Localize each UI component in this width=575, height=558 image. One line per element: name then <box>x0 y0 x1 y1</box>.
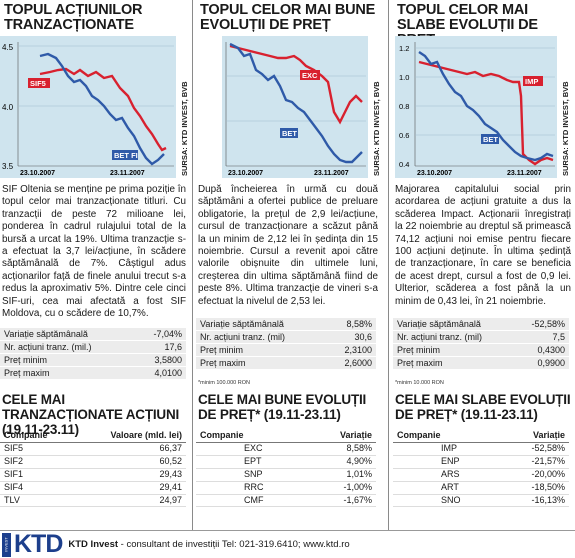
section-title: TOPUL CELOR MAI BUNE EVOLUȚII DE PREȚ <box>200 2 376 33</box>
ranking-table: Companie Valoare (mld. lei) SIF5 66,37 SIF… <box>0 428 186 508</box>
stat-row: Nr. acțiuni tranz. (mil.) 17,6 <box>0 341 186 354</box>
series-line-betfi <box>39 52 165 166</box>
source-label: SURSA: KTD INVEST, BVB <box>561 81 570 176</box>
price-chart: EXC BET 23.10.2007 23.11.2007 <box>222 36 368 178</box>
footnote: *minim 10.000 RON <box>395 380 444 386</box>
table-row: EPT 4,90% <box>196 456 376 469</box>
table-header: Companie Variație <box>196 428 376 443</box>
table-row: SIF1 29,43 <box>0 469 186 482</box>
stat-row: Nr. acțiuni tranz. (mil) 7,5 <box>393 331 569 344</box>
stat-row: Preț minim 3,5800 <box>0 354 186 367</box>
stats-box: Variație săptămânală 8,58% Nr. acțiuni tr… <box>196 318 376 370</box>
section-title: TOPUL ACȚIUNILOR TRANZACȚIONATE <box>4 2 143 33</box>
table-row: CMF -1,67% <box>196 495 376 508</box>
y-tick: 4.5 <box>2 43 14 52</box>
stat-row: Variație săptămânală -7,04% <box>0 328 186 341</box>
series-label-exc: EXC <box>302 71 318 80</box>
x-tick: 23.11.2007 <box>110 170 145 177</box>
series-label-bet: BET <box>282 129 297 138</box>
series-line-imp <box>418 60 554 166</box>
y-tick: 0.4 <box>399 160 409 169</box>
series-line-exc <box>229 44 363 125</box>
table-title: CELE MAI BUNE EVOLUȚII DE PREȚ* (19.11-2… <box>198 392 367 422</box>
stat-row: Preț minim 0,4300 <box>393 344 569 357</box>
stats-box: Variație săptămânală -7,04% Nr. acțiuni t… <box>0 328 186 380</box>
table-row: RRC -1,00% <box>196 482 376 495</box>
series-label-betfi: BET FI <box>114 151 138 160</box>
table-row: SNP 1,01% <box>196 469 376 482</box>
column-divider <box>192 0 193 530</box>
price-chart: 1.2 1.0 0.8 0.6 0.4 IMP BET 23.10.2007 2… <box>395 36 557 178</box>
y-tick: 0.6 <box>399 131 409 140</box>
stat-row: Variație săptămânală 8,58% <box>196 318 376 331</box>
description-text: După încheierea în urmă cu două săptămân… <box>198 184 378 307</box>
series-line-bet <box>229 42 363 164</box>
stat-row: Preț maxim 2,6000 <box>196 357 376 370</box>
footnote: *minim 100.000 RON <box>198 380 250 386</box>
stats-box: Variație săptămânală -52,58% Nr. acțiuni … <box>393 318 569 370</box>
table-row: ART -18,50% <box>393 482 569 495</box>
table-row: IMP -52,58% <box>393 443 569 456</box>
stat-row: Nr. acțiuni tranz. (mil) 30,6 <box>196 331 376 344</box>
y-tick: 0.8 <box>399 102 409 111</box>
table-row: TLV 24,97 <box>0 495 186 508</box>
footer: INVEST KTD KTD Invest - consultant de in… <box>0 530 575 558</box>
description-text: Majorarea capitalului social prin acorda… <box>395 184 571 307</box>
table-row: ENP -21,57% <box>393 456 569 469</box>
series-line-sif5 <box>39 67 167 152</box>
table-row: SIF4 29,41 <box>0 482 186 495</box>
source-label: SURSA: KTD INVEST, BVB <box>372 81 381 176</box>
table-row: SNO -16,13% <box>393 495 569 508</box>
series-line-bet <box>418 51 554 162</box>
column-divider <box>388 0 389 530</box>
ktd-logo: KTD <box>14 530 63 558</box>
stat-row: Preț minim 2,3100 <box>196 344 376 357</box>
price-chart: 4.5 4.0 3.5 SIF5 BET FI 23.10.2007 23.11… <box>0 36 176 178</box>
ranking-table: Companie Variație IMP -52,58% ENP -21,57% A… <box>393 428 569 508</box>
column-most-traded: TOPUL ACȚIUNILOR TRANZACȚIONATE 4.5 4.0 … <box>0 0 190 530</box>
y-tick: 1.0 <box>399 73 409 82</box>
series-label-bet: BET <box>483 135 498 144</box>
table-title: CELE MAI SLABE EVOLUȚII DE PREȚ* (19.11-… <box>395 392 571 422</box>
x-tick: 23.11.2007 <box>314 170 349 177</box>
table-row: EXC 8,58% <box>196 443 376 456</box>
table-row: ARS -20,00% <box>393 469 569 482</box>
y-tick: 4.0 <box>2 103 14 112</box>
column-best-performers: TOPUL CELOR MAI BUNE EVOLUȚII DE PREȚ EX… <box>196 0 382 530</box>
stat-row: Preț maxim 4,0100 <box>0 367 186 380</box>
y-tick: 3.5 <box>2 162 14 171</box>
x-tick: 23.10.2007 <box>228 170 263 177</box>
ranking-table: Companie Variație EXC 8,58% EPT 4,90% SNP 1,… <box>196 428 376 508</box>
x-tick: 23.10.2007 <box>417 170 452 177</box>
table-title: CELE MAI TRANZACȚIONATE ACȚIUNI (19.11-2… <box>2 392 180 437</box>
stat-row: Preț maxim 0,9900 <box>393 357 569 370</box>
section-title: TOPUL CELOR MAI SLABE EVOLUȚII DE PREȚ <box>397 2 538 48</box>
x-tick: 23.10.2007 <box>20 170 55 177</box>
series-label-sif5: SIF5 <box>30 79 46 88</box>
table-row: SIF5 66,37 <box>0 443 186 456</box>
footer-contact: KTD Invest - consultant de investiții Te… <box>68 539 350 550</box>
y-tick: 1.2 <box>399 44 409 53</box>
table-header: Companie Variație <box>393 428 569 443</box>
description-text: SIF Oltenia se menține pe prima poziție … <box>2 184 186 320</box>
source-label: SURSA: KTD INVEST, BVB <box>180 81 189 176</box>
column-worst-performers: TOPUL CELOR MAI SLABE EVOLUȚII DE PREȚ 1… <box>393 0 575 530</box>
table-row: SIF2 60,52 <box>0 456 186 469</box>
x-tick: 23.11.2007 <box>507 170 542 177</box>
logo-tab: INVEST <box>2 532 11 557</box>
table-header: Companie Valoare (mld. lei) <box>0 428 186 443</box>
series-label-imp: IMP <box>525 77 538 86</box>
stat-row: Variație săptămânală -52,58% <box>393 318 569 331</box>
